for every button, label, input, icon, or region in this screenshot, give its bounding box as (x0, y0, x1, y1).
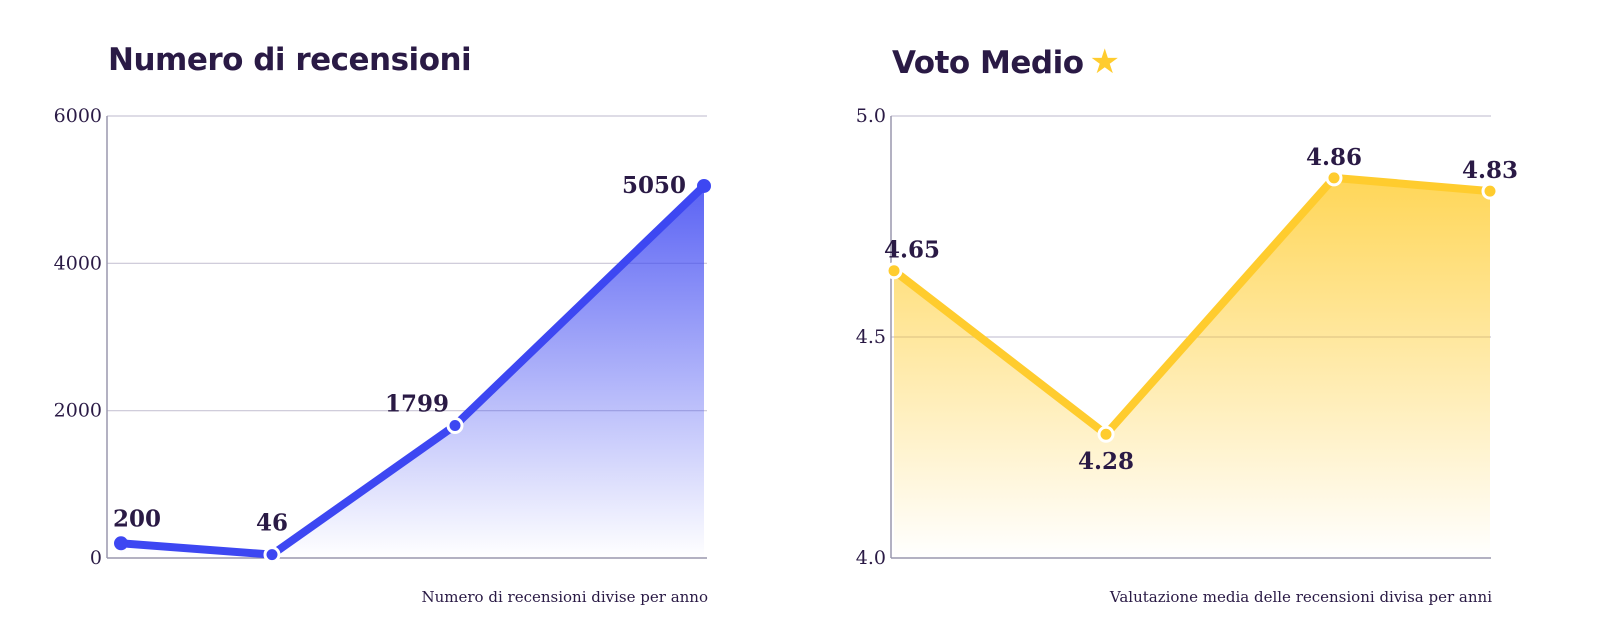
y-tick-label: 0 (90, 547, 102, 569)
series-line (117, 181, 708, 559)
reviews-count-panel: Numero di recensioni 0 2000 4000 6000 200 46 1… (54, 42, 711, 606)
data-label: 4.65 (884, 237, 940, 264)
series-area (894, 177, 1490, 558)
y-tick-label: 2000 (54, 400, 102, 422)
data-point (1097, 425, 1115, 443)
data-label: 4.83 (1462, 157, 1518, 184)
data-point (697, 178, 711, 193)
average-rating-title-wrap: Voto Medio ★ (892, 42, 1120, 82)
reviews-count-caption: Numero di recensioni divise per anno (421, 588, 709, 606)
average-rating-caption: Valutazione media delle recensioni divis… (1109, 588, 1492, 606)
y-tick-label: 4.0 (856, 547, 886, 569)
data-label: 46 (256, 510, 288, 537)
data-point (1325, 169, 1343, 187)
y-tick-label: 4000 (54, 252, 102, 274)
data-label: 200 (113, 505, 161, 532)
series-line (890, 173, 1494, 439)
average-rating-chart: 4.0 4.5 5.0 4.65 4.28 4.86 4.83 (856, 105, 1518, 569)
reviews-count-chart: 0 2000 4000 6000 200 46 1799 5050 (54, 105, 711, 569)
y-tick-label: 4.5 (856, 326, 886, 348)
data-point (263, 546, 281, 564)
average-rating-panel: Voto Medio ★ 4.0 4.5 5.0 4.65 4.28 4.86 4.83 Va… (800, 0, 1600, 640)
reviews-count-title: Numero di recensioni (108, 42, 472, 78)
data-point (1481, 182, 1499, 200)
average-rating-title: Voto Medio (892, 45, 1084, 81)
star-icon: ★ (1089, 42, 1120, 82)
series-area (121, 185, 704, 558)
y-tick-label: 6000 (54, 105, 102, 127)
data-label: 1799 (385, 390, 449, 417)
data-label: 4.86 (1306, 144, 1362, 171)
y-tick-label: 5.0 (856, 105, 886, 127)
data-label: 4.28 (1078, 448, 1134, 475)
data-point (885, 262, 903, 280)
data-point (446, 416, 464, 434)
data-label: 5050 (622, 172, 686, 199)
data-point (114, 536, 128, 551)
